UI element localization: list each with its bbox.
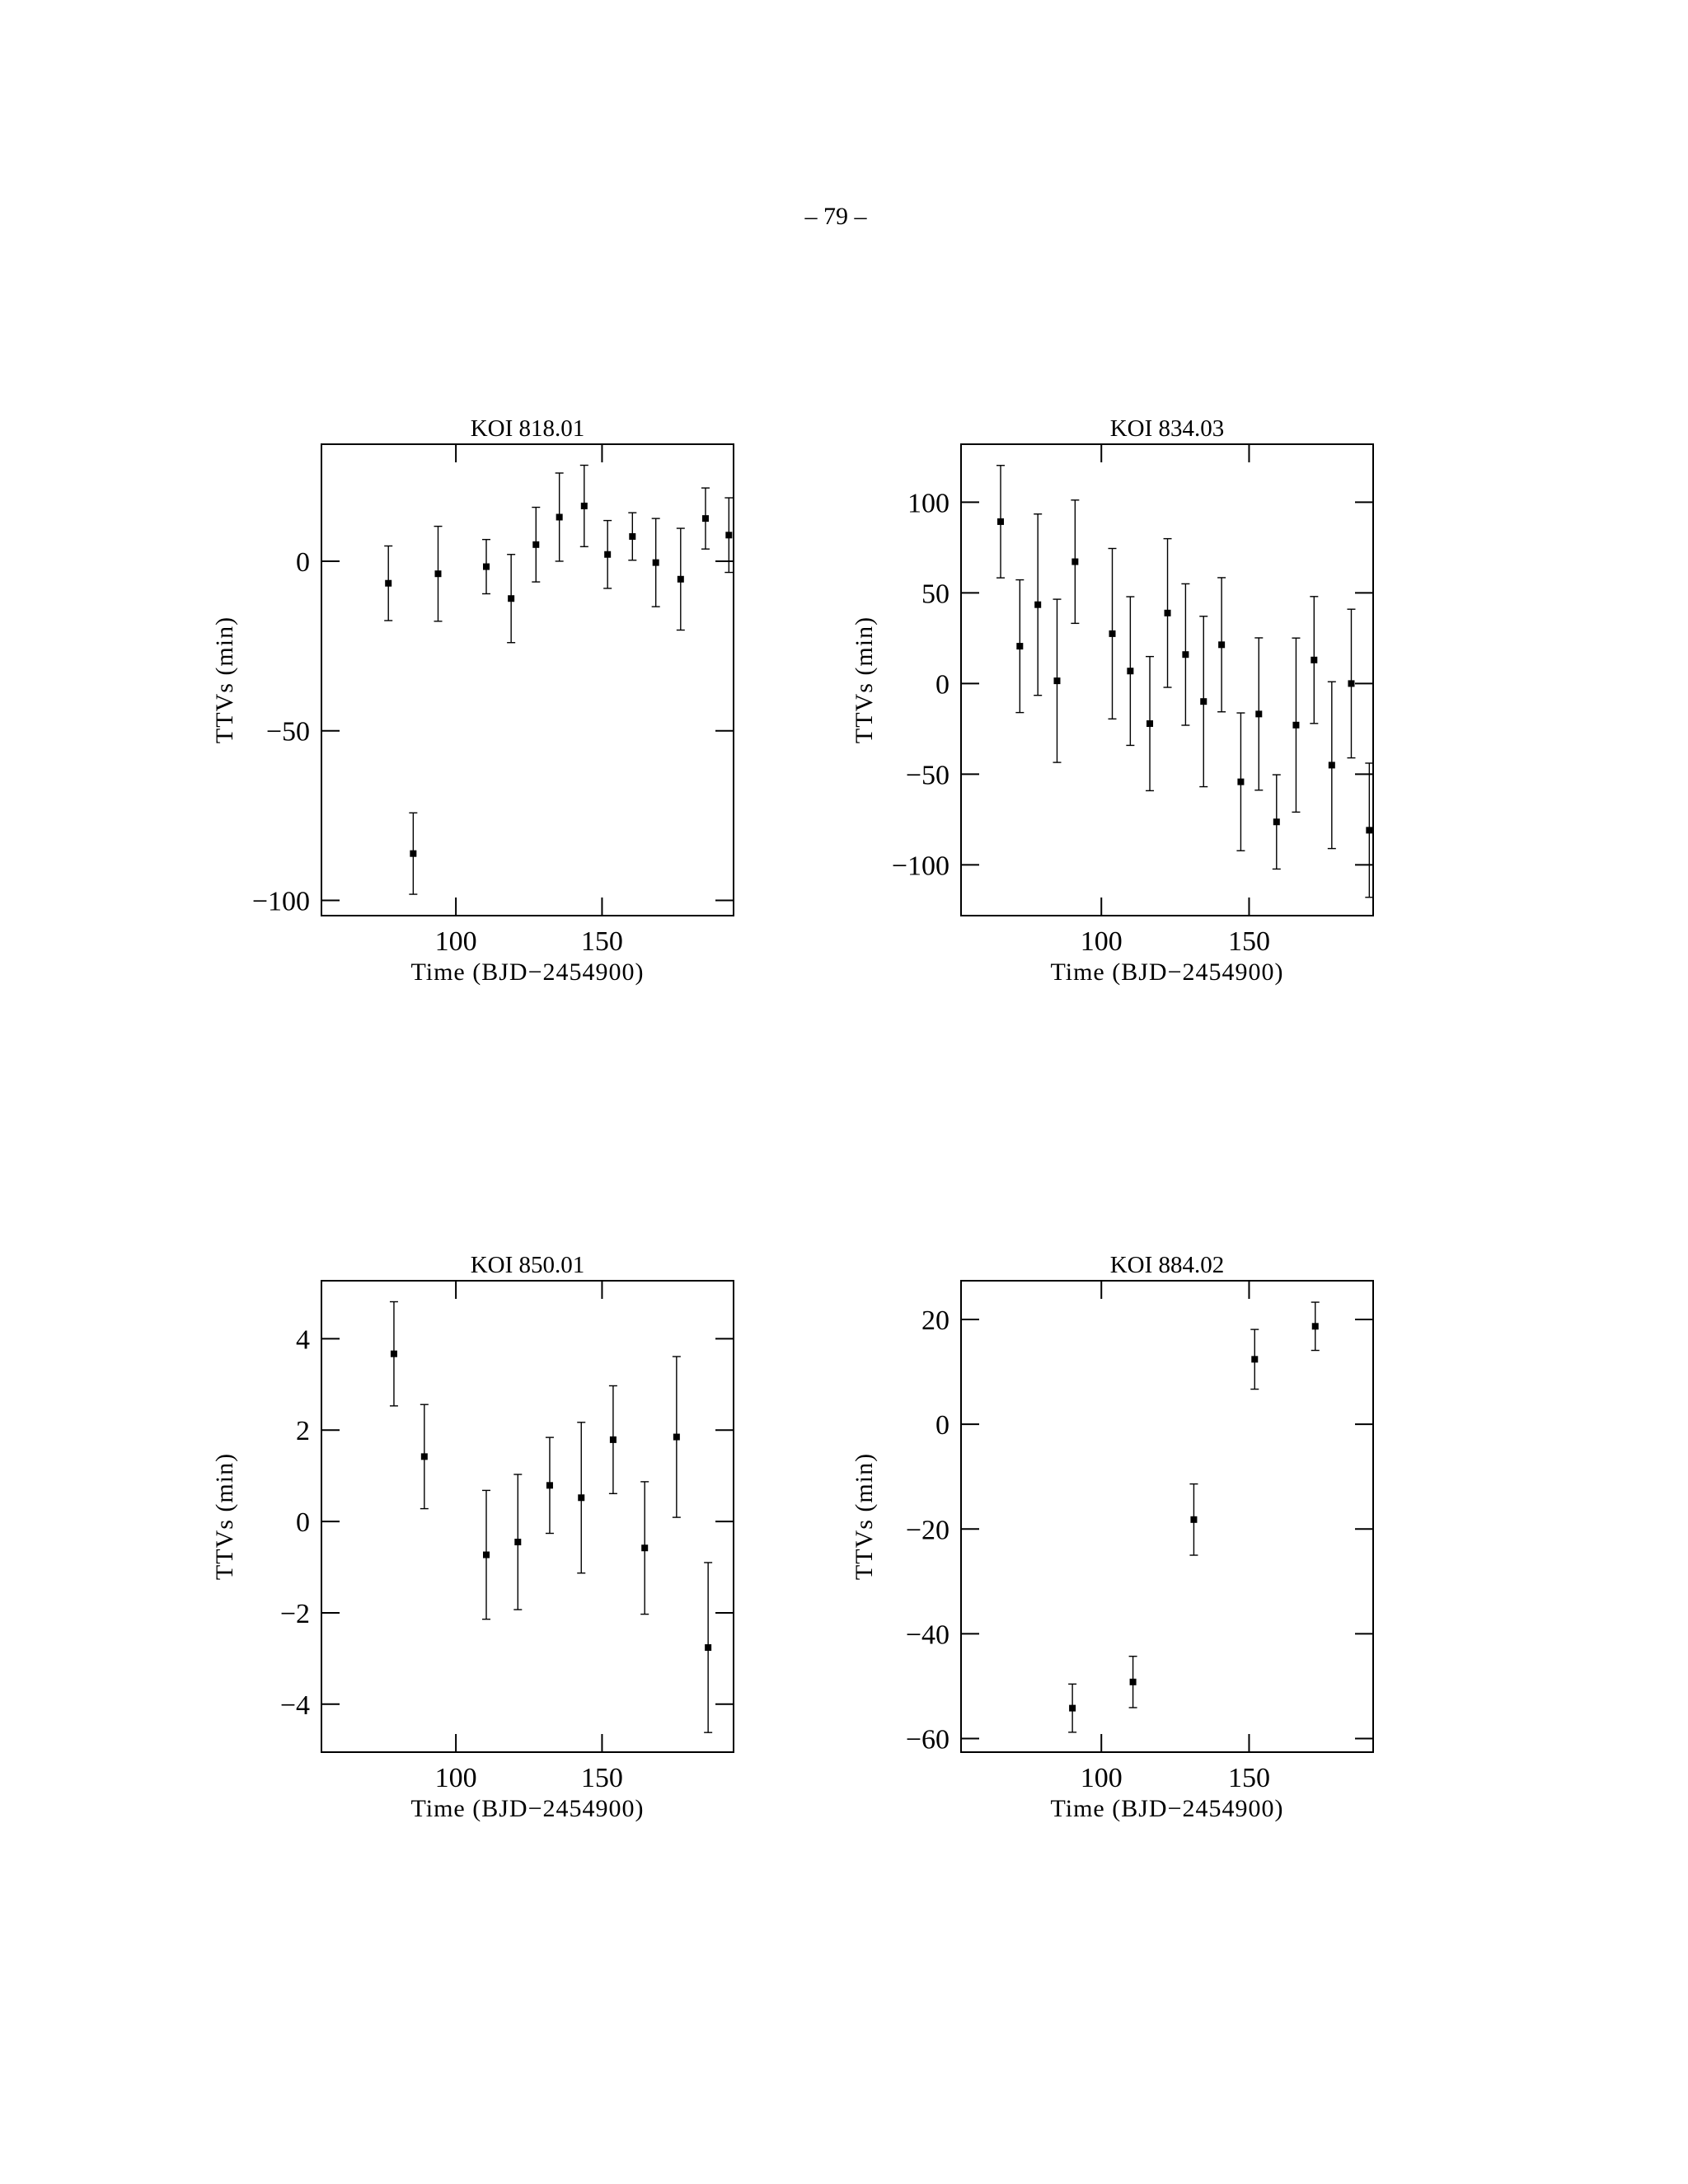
y-tick-label: −20 [906, 1515, 950, 1545]
y-tick-label: 50 [921, 579, 950, 609]
point [514, 1539, 522, 1546]
plot-frame [960, 443, 1374, 916]
point [483, 1551, 490, 1558]
x-tick-label: 100 [435, 1763, 477, 1793]
point [1109, 630, 1116, 637]
point [641, 1544, 649, 1552]
point [546, 1482, 553, 1489]
point [1164, 609, 1171, 616]
y-tick-label: 20 [921, 1305, 950, 1336]
point [580, 502, 588, 509]
x-axis-label: Time (BJD−2454900) [1050, 1795, 1283, 1822]
x-tick-label: 150 [1228, 1763, 1270, 1793]
chart-title: KOI 834.03 [1110, 415, 1225, 442]
point [1292, 721, 1300, 729]
y-tick-label: 4 [296, 1324, 310, 1355]
x-tick-label: 100 [435, 926, 477, 957]
y-tick-label: 2 [296, 1416, 310, 1446]
plot-frame [321, 1280, 734, 1753]
point [1069, 1704, 1076, 1712]
chart-title: KOI 850.01 [471, 1252, 585, 1278]
y-axis-label: TTVs (min) [211, 1453, 238, 1580]
point [385, 579, 392, 587]
page-number: – 79 – [804, 203, 868, 230]
point [1053, 677, 1061, 685]
point [1034, 601, 1042, 608]
x-tick-label: 150 [581, 926, 623, 957]
chart-title: KOI 818.01 [471, 415, 585, 442]
point [677, 575, 684, 583]
point [1200, 698, 1207, 705]
point [629, 532, 636, 540]
point [1237, 778, 1245, 785]
point [1255, 710, 1263, 718]
y-axis-label: TTVs (min) [211, 616, 238, 743]
point [1328, 762, 1335, 769]
point [1190, 1516, 1198, 1523]
plot-frame [321, 443, 734, 916]
point [1129, 1678, 1137, 1685]
chart-title: KOI 884.02 [1110, 1252, 1225, 1278]
y-tick-label: −50 [906, 760, 950, 790]
point [652, 559, 659, 566]
point [609, 1436, 617, 1443]
x-tick-label: 150 [581, 1763, 623, 1793]
x-tick-label: 100 [1081, 1763, 1123, 1793]
point [1366, 827, 1373, 834]
point [1311, 656, 1318, 663]
y-tick-label: 0 [935, 669, 950, 700]
y-axis-label: TTVs (min) [851, 1453, 878, 1580]
y-axis-label: TTVs (min) [851, 616, 878, 743]
plot-frame [960, 1280, 1374, 1753]
y-tick-label: 0 [296, 1507, 310, 1538]
point [997, 518, 1005, 525]
point [420, 1453, 428, 1460]
point [705, 1644, 712, 1652]
point [701, 515, 709, 523]
x-axis-label: Time (BJD−2454900) [1050, 958, 1283, 986]
y-tick-label: −100 [252, 886, 310, 916]
y-tick-label: −60 [906, 1724, 950, 1755]
point [1348, 680, 1355, 687]
point [483, 563, 490, 570]
point [1016, 643, 1024, 650]
x-axis-label: Time (BJD−2454900) [410, 958, 644, 986]
x-axis-label: Time (BJD−2454900) [410, 1795, 644, 1822]
point [1146, 720, 1154, 728]
y-tick-label: −50 [266, 717, 310, 748]
point [725, 532, 733, 539]
point [508, 595, 515, 602]
point [1251, 1356, 1259, 1363]
point [604, 551, 612, 558]
point [434, 570, 442, 578]
y-tick-label: 0 [935, 1410, 950, 1441]
y-tick-label: −4 [280, 1690, 310, 1721]
point [532, 541, 540, 548]
y-tick-label: −40 [906, 1619, 950, 1650]
point [1218, 641, 1226, 649]
point [1182, 651, 1189, 658]
point [673, 1433, 680, 1441]
point [1273, 818, 1280, 826]
y-tick-label: 0 [296, 547, 310, 578]
point [410, 850, 417, 857]
point [1071, 558, 1079, 565]
x-tick-label: 100 [1081, 926, 1123, 957]
point [1127, 668, 1134, 675]
y-tick-label: −100 [892, 851, 950, 881]
x-tick-label: 150 [1228, 926, 1270, 957]
y-tick-label: 100 [907, 488, 950, 518]
point [1311, 1323, 1319, 1330]
y-tick-label: −2 [280, 1599, 310, 1629]
point [390, 1350, 397, 1357]
point [556, 513, 563, 521]
point [578, 1494, 585, 1502]
